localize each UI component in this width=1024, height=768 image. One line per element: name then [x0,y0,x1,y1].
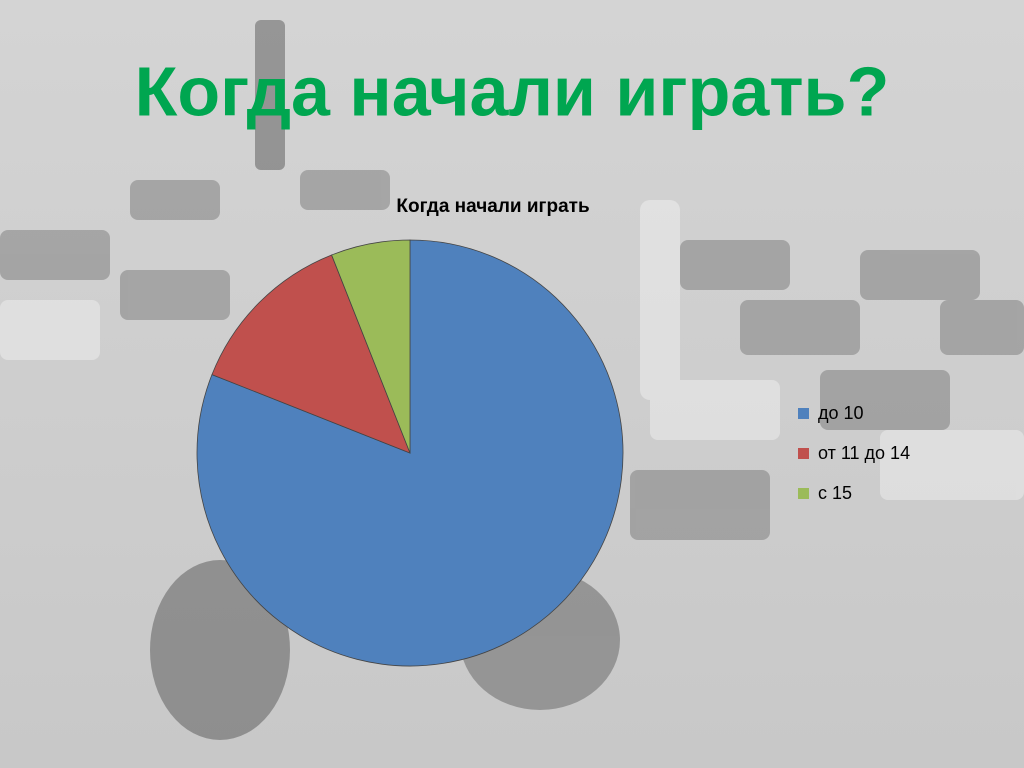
legend-label: с 15 [818,483,852,503]
legend-swatch [798,448,809,459]
legend-label: до 10 [818,403,864,423]
legend-swatch [798,408,809,419]
legend-swatch [798,488,809,499]
slide-title: Когда начали играть? [135,52,890,130]
legend-label: от 11 до 14 [818,443,910,463]
chart-title: Когда начали играть [396,196,589,217]
pie-slice [211,254,411,454]
pie [196,239,624,667]
legend: до 10 от 11 до 14 с 15 [798,403,910,503]
pie-slice [331,239,411,454]
